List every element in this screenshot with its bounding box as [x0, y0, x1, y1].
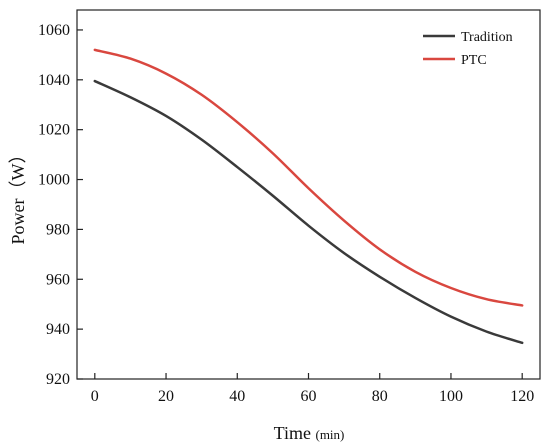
x-axis-label: Time (min) — [274, 423, 345, 443]
y-tick-label: 960 — [46, 271, 70, 288]
x-tick-label: 60 — [301, 388, 317, 405]
series-line-ptc — [93, 48, 524, 307]
y-axis-label: Power（W） — [8, 146, 28, 245]
x-tick-label: 80 — [372, 388, 388, 405]
series-line-tradition — [93, 79, 524, 345]
y-tick-label: 1060 — [38, 22, 70, 39]
legend-label-tradition: Tradition — [461, 30, 513, 45]
x-axis-ticks: 0 20 40 60 80 100 120 — [91, 373, 534, 405]
y-tick-label: 940 — [46, 321, 70, 338]
legend: Tradition PTC — [423, 30, 513, 68]
x-tick-label: 0 — [91, 388, 99, 405]
x-tick-label: 100 — [439, 388, 463, 405]
y-tick-label: 980 — [46, 221, 70, 238]
y-tick-label: 1020 — [38, 122, 70, 139]
x-tick-label: 120 — [510, 388, 534, 405]
y-axis-ticks: 920 940 960 980 1000 1020 1040 1060 — [38, 22, 83, 388]
x-tick-label: 40 — [229, 388, 245, 405]
x-tick-label: 20 — [158, 388, 174, 405]
y-tick-label: 1040 — [38, 72, 70, 89]
legend-label-ptc: PTC — [461, 53, 487, 68]
y-tick-label: 1000 — [38, 172, 70, 189]
y-tick-label: 920 — [46, 371, 70, 388]
series-layer — [93, 48, 524, 345]
